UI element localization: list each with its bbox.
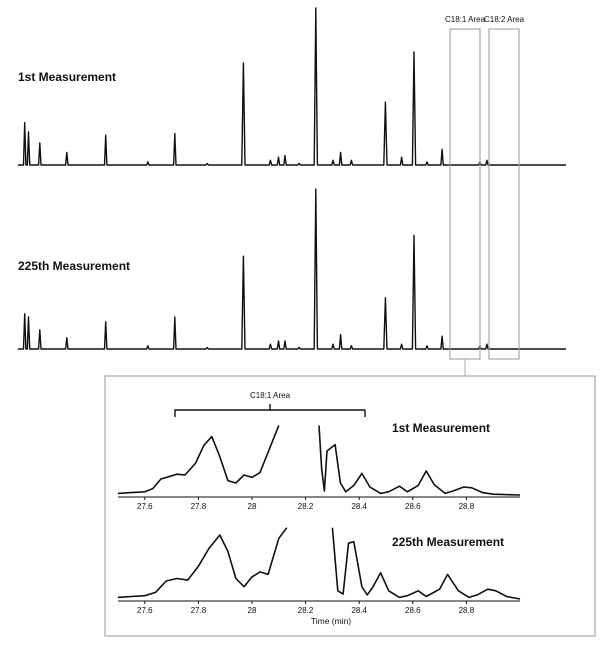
zoom-x-axis-label: Time (min)	[311, 616, 351, 626]
zoom-bottom-tick-label: 27.8	[191, 606, 207, 615]
zoom-top-tick-label: 28.4	[351, 502, 367, 511]
zoom-ticks-top: 27.6 27.8 28 28.2 28.4 28.6 28.8	[137, 497, 475, 511]
zoom-trace-1st	[117, 425, 521, 496]
overview-trace-label-225: 225th Measurement	[18, 259, 130, 273]
zoom-ticks-bottom: 27.6 27.8 28 28.2 28.4 28.6 28.8	[137, 601, 475, 615]
zoom-top-tick-label: 28.6	[405, 502, 421, 511]
zoom-panel: C18:1 Area 1st Measurement 27.6 27.8 28 28.…	[104, 375, 596, 637]
zoom-bottom-tick-label: 28.6	[405, 606, 421, 615]
zoom-bottom-tick-label: 28.2	[298, 606, 314, 615]
c18-2-area-box	[488, 28, 520, 360]
overview-trace-1st	[18, 7, 566, 166]
overview-panel: 1st Measurement 225th Measurement C18:1 …	[18, 7, 566, 376]
zoom-trace-label-225: 225th Measurement	[392, 535, 504, 549]
zoom-top-tick-label: 27.8	[191, 502, 207, 511]
overview-trace-225th	[18, 188, 566, 350]
zoom-top-tick-label: 28.8	[459, 502, 475, 511]
zoom-trace-225th	[117, 527, 521, 600]
zoom-top-tick-label: 27.6	[137, 502, 153, 511]
c18-2-area-label: C18:2 Area	[484, 15, 525, 24]
zoom-top-tick-label: 28	[248, 502, 257, 511]
c18-1-area-box	[449, 28, 481, 360]
zoom-frame	[104, 375, 596, 637]
zoom-bracket-label: C18:1 Area	[250, 391, 291, 400]
overview-trace-label-1: 1st Measurement	[18, 70, 116, 84]
zoom-bottom-tick-label: 28.4	[351, 606, 367, 615]
c18-1-area-label: C18:1 Area	[445, 15, 486, 24]
zoom-bottom-tick-label: 27.6	[137, 606, 153, 615]
zoom-bottom-tick-label: 28.8	[459, 606, 475, 615]
c18-1-bracket	[174, 404, 366, 417]
zoom-top-tick-label: 28.2	[298, 502, 314, 511]
zoom-trace-label-1: 1st Measurement	[392, 421, 490, 435]
zoom-bottom-tick-label: 28	[248, 606, 257, 615]
